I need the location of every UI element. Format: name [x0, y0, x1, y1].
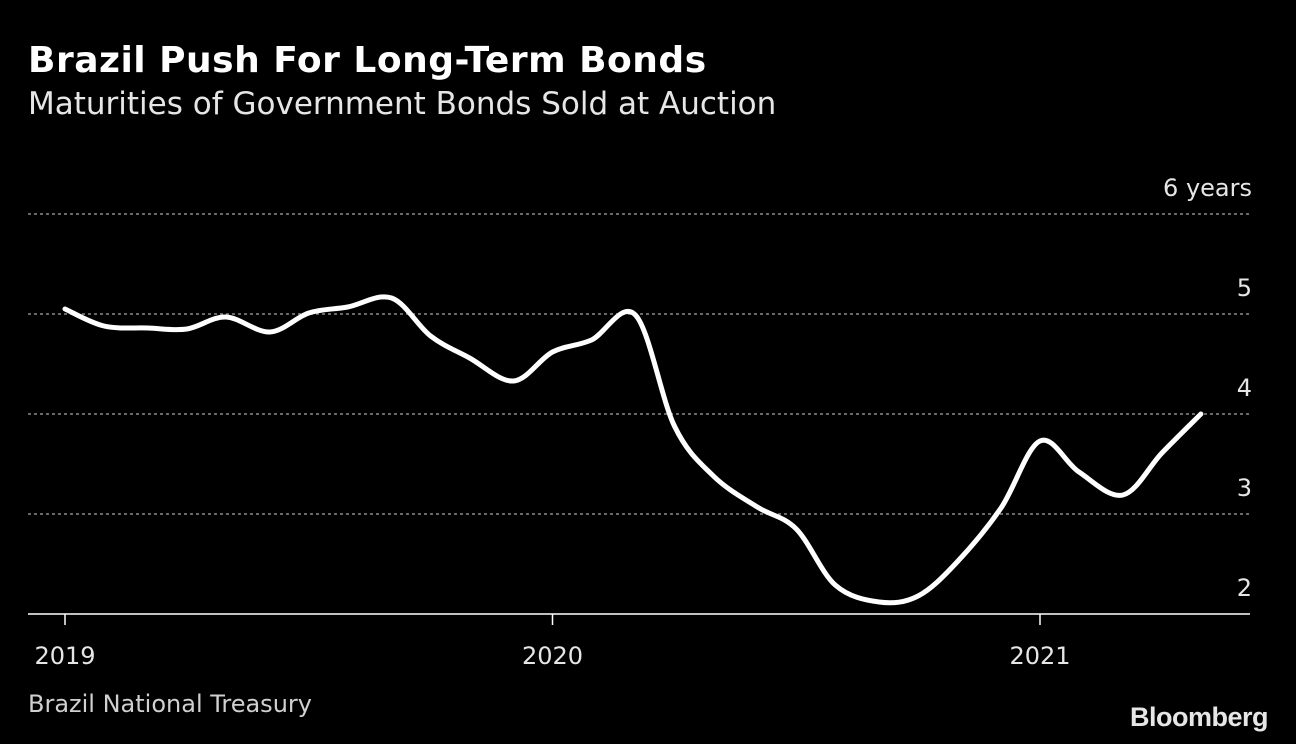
data-point: [467, 356, 472, 361]
x-tick-label-2021: 2021: [1009, 642, 1070, 670]
data-point: [550, 350, 555, 355]
data-point: [833, 583, 838, 588]
data-point: [1159, 451, 1164, 456]
data-point: [1198, 412, 1203, 417]
data-point: [633, 313, 638, 318]
data-point: [145, 326, 150, 331]
y-tick-label-2: 2: [1237, 574, 1252, 602]
data-point: [428, 334, 433, 339]
gridlines: [28, 213, 1250, 515]
x-tick-label-2019: 2019: [34, 642, 95, 670]
data-point: [184, 327, 189, 332]
data-point: [306, 311, 311, 316]
data-point: [794, 527, 799, 532]
chart-subtitle: Maturities of Government Bonds Sold at A…: [28, 86, 777, 122]
series-line-0: [62, 294, 1204, 606]
y-axis-tick-labels: 6 years 5 4 3 2: [1163, 174, 1252, 602]
data-point: [1038, 439, 1043, 444]
data-point: [63, 307, 68, 312]
x-axis: 2019 2020 2021: [28, 613, 1250, 670]
series-layer: [62, 294, 1204, 606]
data-point: [755, 505, 760, 510]
chart-title: Brazil Push For Long-Term Bonds: [28, 40, 707, 81]
data-point: [102, 324, 107, 329]
data-point: [1077, 470, 1082, 475]
data-point: [916, 594, 921, 599]
data-point: [1120, 493, 1125, 498]
source-note: Brazil National Treasury: [28, 690, 312, 718]
data-point: [999, 506, 1004, 511]
x-tick-label-2020: 2020: [522, 642, 583, 670]
data-point: [389, 296, 394, 301]
data-point: [589, 338, 594, 343]
data-point: [345, 305, 350, 310]
y-tick-label-5: 5: [1237, 274, 1252, 302]
bloomberg-logo: Bloomberg: [1129, 702, 1269, 732]
data-point: [955, 560, 960, 565]
data-point: [877, 600, 882, 605]
y-tick-label-4: 4: [1237, 374, 1252, 402]
y-tick-label-3: 3: [1237, 474, 1252, 502]
data-point: [223, 315, 228, 320]
data-point: [672, 424, 677, 429]
data-point: [267, 330, 272, 335]
data-point: [511, 379, 516, 384]
data-point: [711, 474, 716, 479]
y-tick-label-6: 6 years: [1163, 174, 1252, 202]
